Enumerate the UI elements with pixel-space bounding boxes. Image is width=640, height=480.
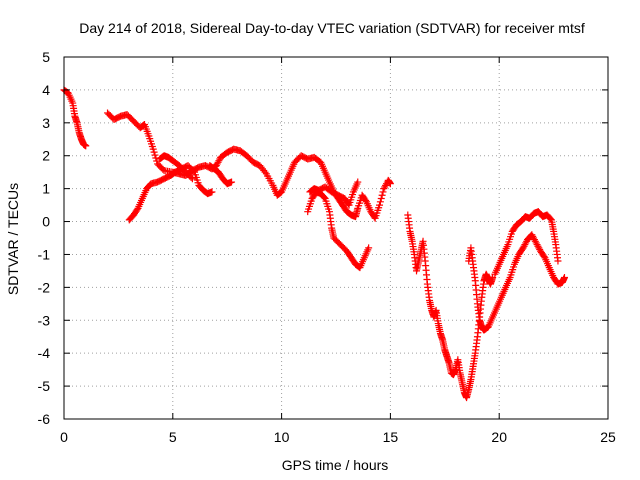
x-tick-label: 10	[274, 429, 290, 445]
plus-marker	[365, 244, 373, 252]
y-tick-label: -1	[38, 246, 51, 262]
plus-marker	[151, 151, 159, 159]
series-segment-a	[60, 86, 90, 150]
plus-marker	[82, 142, 90, 150]
plus-marker	[376, 201, 384, 209]
series-segment-e	[206, 162, 236, 188]
y-tick-label: 2	[42, 148, 50, 164]
y-tick-label: -6	[38, 411, 51, 427]
plus-marker	[554, 257, 562, 265]
y-tick-label: -2	[38, 279, 51, 295]
x-tick-label: 25	[600, 429, 616, 445]
plus-marker	[320, 194, 328, 202]
data-points	[60, 86, 568, 402]
y-tick-label: -4	[38, 345, 51, 361]
series-segment-d	[156, 152, 196, 183]
y-tick-label: 0	[42, 214, 50, 230]
series-segment-j	[491, 208, 562, 278]
plus-marker	[208, 188, 216, 196]
series-segment-i	[465, 231, 568, 334]
plus-marker	[560, 273, 568, 281]
grid-lines	[64, 57, 608, 419]
plus-marker	[188, 175, 196, 183]
series-segment-b	[104, 109, 394, 222]
plus-marker	[547, 215, 555, 223]
y-tick-label: 1	[42, 181, 50, 197]
x-tick-label: 0	[60, 429, 68, 445]
y-axis-ticks: -6 -5 -4 -3 -2 -1 0 1 2 3 4 5	[38, 49, 608, 427]
x-axis-ticks: 0 5 10 15 20 25	[60, 57, 616, 445]
y-tick-label: -3	[38, 312, 51, 328]
plus-marker	[354, 178, 362, 186]
y-tick-label: -5	[38, 378, 51, 394]
x-tick-label: 5	[169, 429, 177, 445]
chart-title: Day 214 of 2018, Sidereal Day-to-day VTE…	[79, 20, 585, 36]
y-tick-label: 3	[42, 115, 50, 131]
plus-marker	[228, 178, 236, 186]
plus-marker	[376, 198, 384, 206]
plus-marker	[150, 148, 158, 156]
plus-marker	[187, 173, 195, 181]
plot-frame	[63, 56, 609, 420]
plus-marker	[378, 191, 386, 199]
plus-marker	[261, 168, 269, 176]
series-segment-h	[404, 211, 497, 402]
x-tick-label: 20	[491, 429, 507, 445]
y-tick-label: 5	[42, 49, 50, 65]
plus-marker	[379, 188, 387, 196]
plus-marker	[386, 180, 394, 188]
plus-marker	[377, 195, 385, 203]
plus-marker	[189, 167, 197, 175]
plus-marker	[149, 145, 157, 153]
y-axis-title: SDTVAR / TECUs	[5, 183, 21, 295]
x-tick-label: 15	[383, 429, 399, 445]
series-segment-g	[306, 178, 362, 209]
x-axis-title: GPS time / hours	[282, 457, 389, 473]
y-tick-label: 4	[42, 82, 50, 98]
plus-marker	[159, 165, 167, 173]
